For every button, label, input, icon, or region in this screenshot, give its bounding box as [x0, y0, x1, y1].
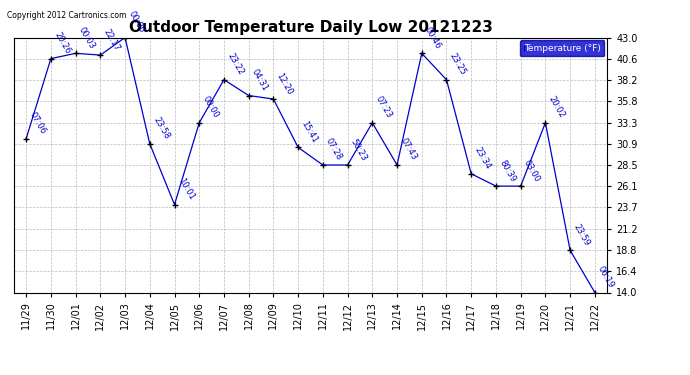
Text: 50:23: 50:23 [349, 137, 368, 162]
Text: 20:26: 20:26 [52, 31, 72, 56]
Text: 07:23: 07:23 [374, 95, 393, 120]
Text: Copyright 2012 Cartronics.com: Copyright 2012 Cartronics.com [7, 11, 126, 20]
Text: 23:58: 23:58 [151, 116, 171, 141]
Text: 23:25: 23:25 [448, 52, 468, 77]
Legend: Temperature (°F): Temperature (°F) [520, 40, 604, 56]
Text: 00:03: 00:03 [77, 26, 97, 51]
Text: 80:39: 80:39 [497, 158, 517, 183]
Text: 00:46: 00:46 [423, 26, 443, 51]
Text: 10:01: 10:01 [176, 177, 195, 202]
Text: 00:00: 00:00 [201, 95, 220, 120]
Text: 03:00: 03:00 [522, 158, 542, 183]
Text: 23:59: 23:59 [571, 222, 591, 248]
Text: 12:20: 12:20 [275, 71, 295, 96]
Text: 23:22: 23:22 [226, 52, 245, 77]
Text: 07:28: 07:28 [324, 137, 344, 162]
Text: 23:34: 23:34 [473, 146, 493, 171]
Text: 20:02: 20:02 [546, 95, 566, 120]
Text: 15:41: 15:41 [299, 120, 319, 145]
Text: 04:31: 04:31 [250, 68, 270, 93]
Text: 06:19: 06:19 [596, 264, 616, 290]
Text: 00:00: 00:00 [126, 10, 146, 35]
Title: Outdoor Temperature Daily Low 20121223: Outdoor Temperature Daily Low 20121223 [128, 20, 493, 35]
Text: 22:17: 22:17 [101, 27, 121, 52]
Text: 07:43: 07:43 [398, 137, 418, 162]
Text: 07:06: 07:06 [28, 111, 48, 136]
